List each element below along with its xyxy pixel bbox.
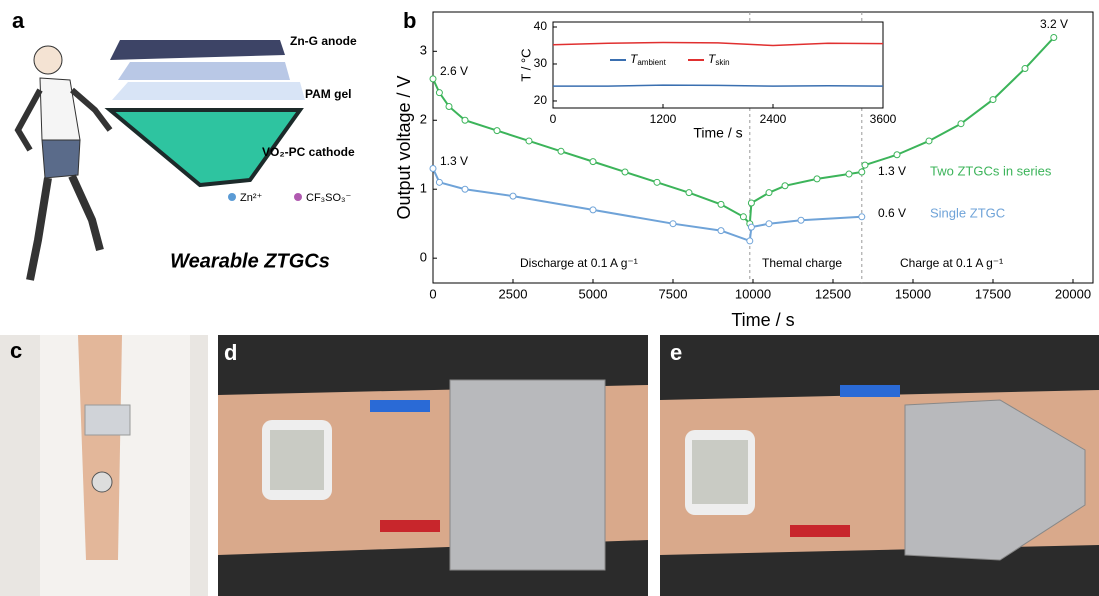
x-tick-label: 0	[429, 286, 436, 301]
marker	[894, 152, 900, 158]
layer-label: Zn-G anode	[290, 34, 357, 48]
x-axis-label: Time / s	[731, 310, 794, 330]
marker	[446, 103, 452, 109]
x-tick-label: 12500	[815, 286, 851, 301]
photo-e	[660, 335, 1099, 596]
x-tick-label: 20000	[1055, 286, 1091, 301]
marker	[846, 171, 852, 177]
marker	[436, 90, 442, 96]
legend-subscript: skin	[715, 58, 729, 67]
panel-label: d	[224, 340, 237, 365]
x-axis-label: Time / s	[693, 125, 742, 141]
marker	[747, 238, 753, 244]
y-tick-label: 0	[420, 250, 427, 265]
marker	[462, 186, 468, 192]
panel-label: a	[12, 8, 25, 33]
panel-label: e	[670, 340, 682, 365]
marker	[436, 179, 442, 185]
legend-label: Two ZTGCs in series	[930, 163, 1052, 178]
marker	[670, 221, 676, 227]
x-tick-label: 3600	[870, 112, 897, 126]
marker	[859, 169, 865, 175]
marker	[766, 190, 772, 196]
marker	[590, 159, 596, 165]
y-tick-label: 20	[534, 93, 548, 107]
runner-illustration	[18, 46, 110, 280]
marker	[430, 166, 436, 172]
panel-label: c	[10, 338, 22, 363]
marker	[926, 138, 932, 144]
annotation: 1.3 V	[878, 164, 906, 178]
annotation: 2.6 V	[440, 64, 468, 78]
photo-d	[218, 335, 648, 596]
y-tick-label: 40	[534, 19, 548, 33]
marker	[654, 179, 660, 185]
marker	[718, 228, 724, 234]
figure: a Zn-G anode PAM gel VO₂-PC cathode Zn²⁺…	[0, 0, 1099, 596]
marker	[622, 169, 628, 175]
marker	[686, 190, 692, 196]
annotation: 1.3 V	[440, 154, 468, 168]
x-tick-label: 7500	[659, 286, 688, 301]
x-tick-label: 2500	[499, 286, 528, 301]
page: {"panel_labels": ["a", "b", "c", "d", "e…	[0, 0, 1099, 596]
marker	[766, 221, 772, 227]
marker	[782, 183, 788, 189]
y-tick-label: 2	[420, 112, 427, 127]
annotation: 3.2 V	[1040, 17, 1068, 31]
layer-label: PAM gel	[305, 87, 351, 101]
marker	[494, 128, 500, 134]
y-axis-label: T / °C	[518, 48, 533, 81]
annotation: Charge at 0.1 A g⁻¹	[900, 256, 1003, 270]
x-tick-label: 15000	[895, 286, 931, 301]
marker	[859, 214, 865, 220]
photo-c	[0, 335, 208, 596]
x-tick-label: 2400	[760, 112, 787, 126]
ion-label: Zn²⁺	[240, 192, 263, 204]
y-axis-label: Output voltage / V	[394, 75, 414, 219]
panel-label: b	[403, 8, 416, 33]
marker	[798, 217, 804, 223]
y-tick-label: 3	[420, 43, 427, 58]
annotation: Discharge at 0.1 A g⁻¹	[520, 256, 638, 270]
battery-illustration	[110, 40, 305, 201]
marker	[430, 76, 436, 82]
legend-subscript: ambient	[637, 58, 666, 67]
x-tick-label: 5000	[579, 286, 608, 301]
marker	[558, 148, 564, 154]
marker	[1022, 66, 1028, 72]
x-tick-label: 17500	[975, 286, 1011, 301]
legend-label: Single ZTGC	[930, 205, 1005, 220]
x-tick-label: 0	[550, 112, 557, 126]
marker	[814, 176, 820, 182]
marker	[462, 117, 468, 123]
annotation: 0.6 V	[878, 206, 906, 220]
caption: Wearable ZTGCs	[170, 250, 330, 272]
marker	[990, 97, 996, 103]
marker	[740, 214, 746, 220]
x-tick-label: 1200	[650, 112, 677, 126]
marker	[958, 121, 964, 127]
layer-label: VO₂-PC cathode	[262, 145, 355, 159]
x-tick-label: 10000	[735, 286, 771, 301]
marker	[510, 193, 516, 199]
marker	[526, 138, 532, 144]
y-tick-label: 1	[420, 181, 427, 196]
marker	[1051, 35, 1057, 41]
marker	[590, 207, 596, 213]
marker	[748, 224, 754, 230]
annotation: Themal charge	[762, 256, 842, 270]
marker	[748, 200, 754, 206]
ion-label: CF₃SO₃⁻	[306, 192, 352, 204]
marker	[718, 201, 724, 207]
marker	[862, 162, 868, 168]
y-tick-label: 30	[534, 56, 548, 70]
